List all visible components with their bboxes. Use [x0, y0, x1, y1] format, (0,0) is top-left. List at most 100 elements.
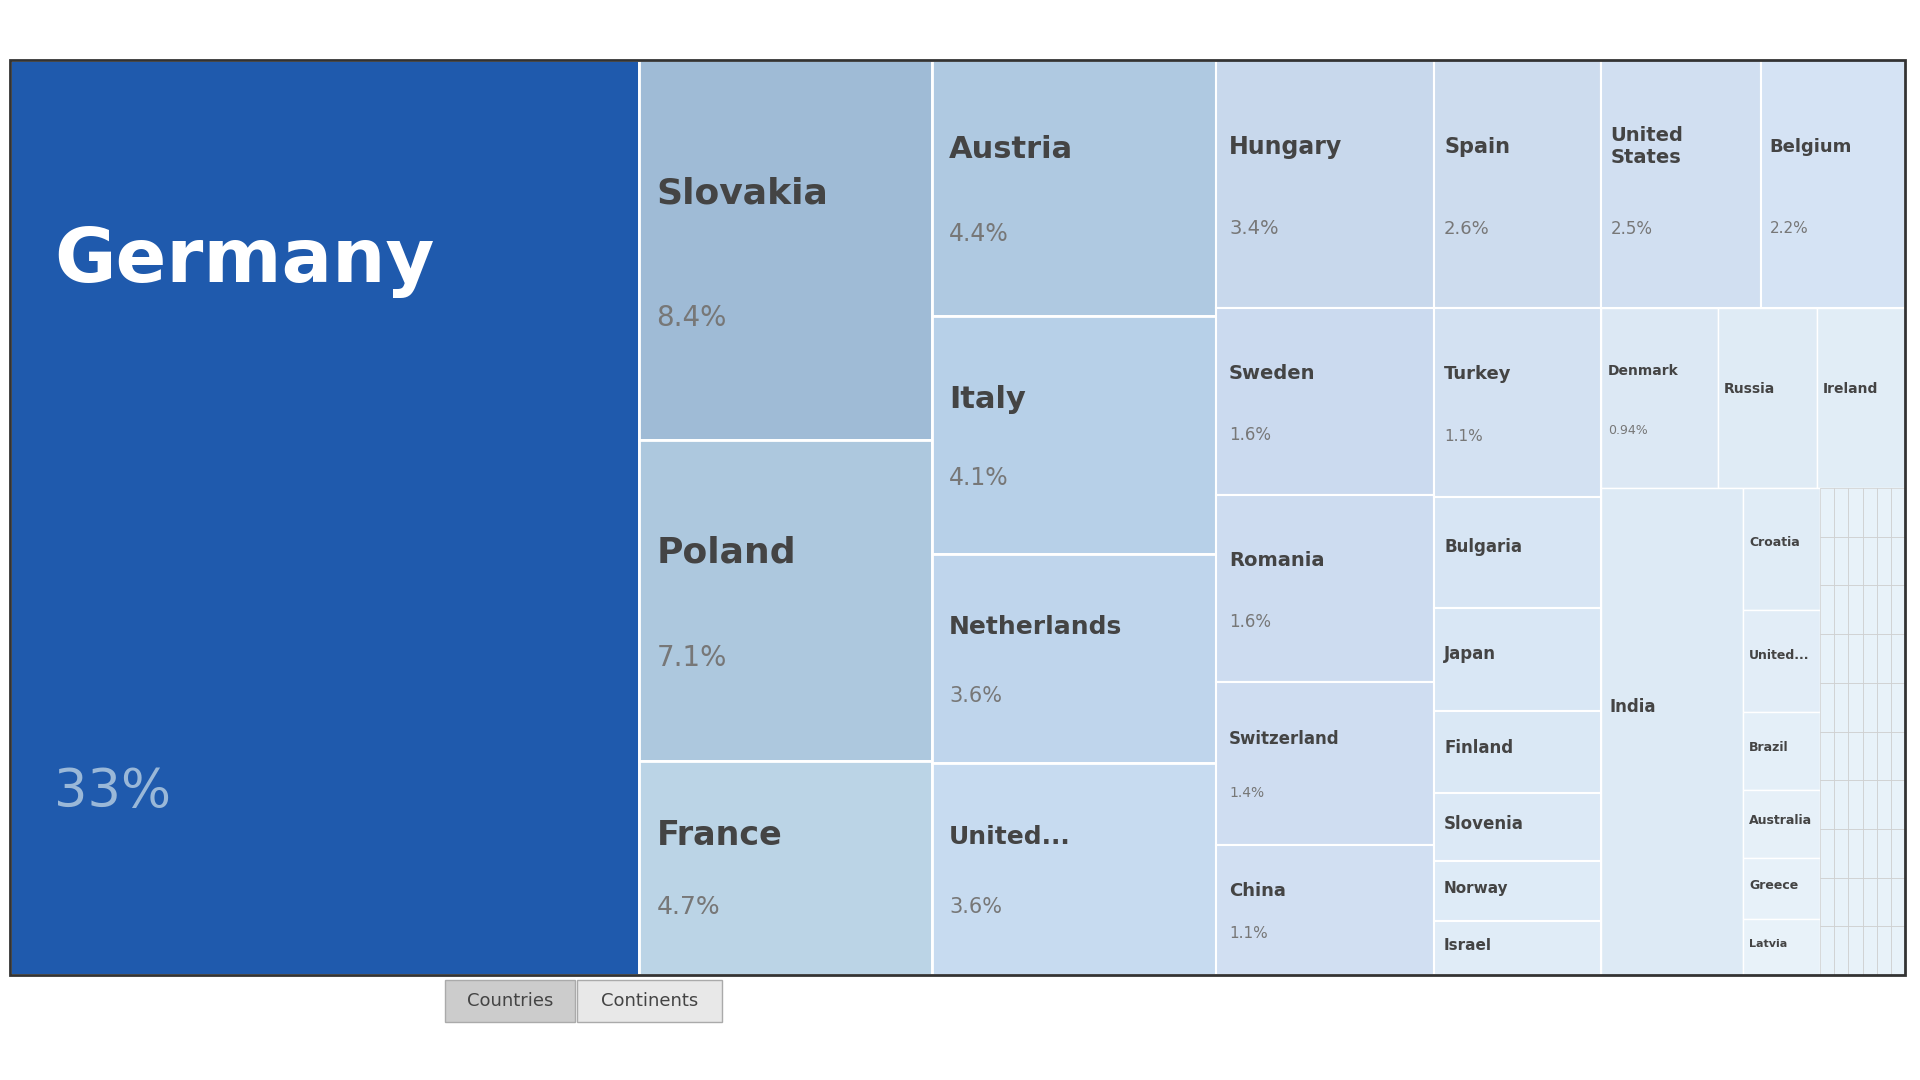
Bar	[639, 761, 931, 975]
Text: 4.7%: 4.7%	[657, 894, 720, 918]
Text: 1.1%: 1.1%	[1444, 429, 1482, 444]
Bar	[1215, 60, 1434, 308]
Text: Germany: Germany	[54, 225, 434, 298]
Text: Greece: Greece	[1749, 879, 1799, 892]
Text: 2.5%: 2.5%	[1611, 219, 1653, 238]
Bar	[1891, 585, 1905, 634]
Bar	[931, 60, 1215, 316]
Bar	[10, 60, 639, 975]
Text: Sweden: Sweden	[1229, 364, 1315, 383]
Text: Spain: Spain	[1444, 137, 1509, 157]
Bar	[1862, 585, 1876, 634]
Bar	[1820, 488, 1834, 537]
Bar	[1876, 780, 1891, 829]
Bar	[1891, 829, 1905, 878]
Bar	[1834, 780, 1849, 829]
Bar	[1849, 488, 1862, 537]
Bar	[1876, 731, 1891, 780]
Bar	[1601, 308, 1718, 488]
Bar	[1820, 634, 1834, 683]
Bar	[1434, 861, 1601, 921]
Bar	[1820, 780, 1834, 829]
Bar	[1849, 780, 1862, 829]
Text: Norway: Norway	[1444, 880, 1509, 895]
Text: India: India	[1609, 698, 1657, 716]
Bar	[1876, 829, 1891, 878]
Bar	[1891, 683, 1905, 731]
Text: 4.1%: 4.1%	[948, 465, 1008, 490]
Bar	[1834, 634, 1849, 683]
Text: Turkey: Turkey	[1444, 365, 1511, 383]
Text: 0.94%: 0.94%	[1609, 423, 1647, 437]
Text: Slovenia: Slovenia	[1444, 814, 1524, 833]
Text: Italy: Italy	[948, 384, 1025, 414]
Text: Finland: Finland	[1444, 739, 1513, 757]
Bar	[1434, 608, 1601, 711]
Text: Australia: Australia	[1749, 814, 1812, 827]
Text: 2.2%: 2.2%	[1770, 221, 1809, 237]
Bar	[1834, 829, 1849, 878]
Text: 8.4%: 8.4%	[657, 305, 728, 333]
Bar	[1820, 731, 1834, 780]
Text: Israel: Israel	[1444, 937, 1492, 953]
Text: Countries: Countries	[467, 993, 553, 1010]
Bar	[639, 440, 931, 761]
Bar	[578, 980, 722, 1022]
Text: United...: United...	[948, 825, 1071, 849]
Bar	[1434, 308, 1601, 497]
Text: Austria: Austria	[948, 135, 1073, 164]
Bar	[1862, 731, 1876, 780]
Bar	[1876, 585, 1891, 634]
Text: Netherlands: Netherlands	[948, 616, 1123, 639]
Text: Slovakia: Slovakia	[657, 176, 828, 210]
Text: 7.1%: 7.1%	[657, 645, 728, 672]
Bar	[1891, 878, 1905, 927]
Text: 3.6%: 3.6%	[948, 686, 1002, 706]
Bar	[1215, 495, 1434, 681]
Text: 1.6%: 1.6%	[1229, 613, 1271, 631]
Bar	[1876, 537, 1891, 585]
Text: United
States: United States	[1611, 126, 1684, 167]
Bar	[1834, 683, 1849, 731]
Bar	[1891, 927, 1905, 975]
Bar	[1718, 308, 1816, 488]
Text: Brazil: Brazil	[1749, 741, 1789, 754]
Bar	[931, 554, 1215, 762]
Bar	[1816, 308, 1905, 488]
Bar	[1743, 858, 1820, 919]
Bar	[1215, 308, 1434, 495]
Text: Japan: Japan	[1444, 646, 1496, 663]
Bar	[1891, 537, 1905, 585]
Bar	[1862, 634, 1876, 683]
Bar	[1434, 497, 1601, 608]
Bar	[1862, 829, 1876, 878]
Bar	[639, 60, 931, 440]
Text: China: China	[1229, 881, 1286, 900]
Bar	[1743, 488, 1820, 610]
Text: Continents: Continents	[601, 993, 699, 1010]
Bar	[1862, 488, 1876, 537]
Bar	[1849, 585, 1862, 634]
Bar	[1876, 634, 1891, 683]
Bar	[1834, 585, 1849, 634]
Text: Hungary: Hungary	[1229, 135, 1342, 159]
Text: 3.4%: 3.4%	[1229, 219, 1279, 238]
Text: Latvia: Latvia	[1749, 940, 1788, 949]
Bar	[445, 980, 574, 1022]
Text: Ireland: Ireland	[1822, 382, 1878, 396]
Bar	[1849, 731, 1862, 780]
Bar	[1862, 683, 1876, 731]
Bar	[1434, 921, 1601, 975]
Text: Poland: Poland	[657, 536, 797, 569]
Bar	[1891, 488, 1905, 537]
Bar	[1876, 927, 1891, 975]
Bar	[1601, 488, 1743, 975]
Bar	[1862, 878, 1876, 927]
Bar	[1820, 829, 1834, 878]
Bar	[1820, 537, 1834, 585]
Text: 2.6%: 2.6%	[1444, 219, 1490, 238]
Text: Bulgaria: Bulgaria	[1444, 538, 1523, 556]
Bar	[1849, 878, 1862, 927]
Bar	[1862, 927, 1876, 975]
Bar	[1834, 878, 1849, 927]
